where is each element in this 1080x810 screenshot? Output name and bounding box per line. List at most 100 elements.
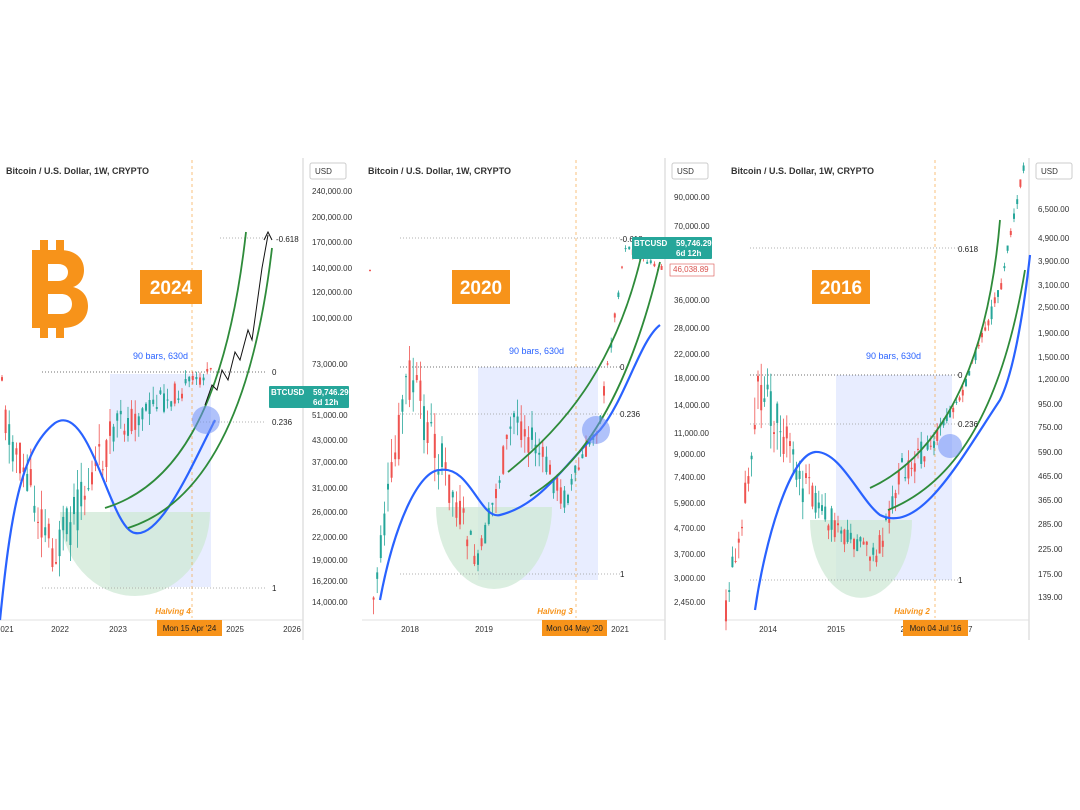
candle-body bbox=[737, 538, 740, 543]
chart-panel-2020: Bitcoin / U.S. Dollar, 1W, CRYPTO USD 90,0… bbox=[362, 158, 715, 640]
candle-body bbox=[1013, 213, 1015, 219]
candle-body bbox=[933, 441, 935, 448]
candles bbox=[1, 362, 212, 577]
candle-body bbox=[538, 452, 541, 455]
candle-body bbox=[199, 377, 201, 385]
candles bbox=[725, 162, 1025, 631]
candle-body bbox=[581, 454, 584, 459]
candle-body bbox=[859, 537, 862, 542]
candle-body bbox=[993, 297, 996, 304]
unit-label: USD bbox=[677, 167, 694, 176]
candle-body bbox=[997, 290, 999, 297]
candle-body bbox=[878, 535, 881, 554]
fib-label: 0.236 bbox=[958, 420, 979, 429]
candle-body bbox=[741, 526, 743, 529]
candle-body bbox=[8, 424, 11, 445]
candle-body bbox=[531, 427, 533, 440]
candle-body bbox=[1009, 230, 1012, 235]
x-tick-label: 2018 bbox=[401, 625, 419, 634]
candle-body bbox=[773, 432, 775, 435]
chart-panel-2024: Bitcoin / U.S. Dollar, 1W, CRYPTO USD 240,… bbox=[0, 158, 353, 640]
candle-body bbox=[87, 488, 90, 490]
y-tick-label: 225.00 bbox=[1038, 545, 1063, 554]
y-tick-label: 43,000.00 bbox=[312, 436, 348, 445]
year-badge bbox=[140, 270, 202, 304]
candle-body bbox=[725, 600, 727, 622]
x-tick-label: 2026 bbox=[283, 625, 301, 634]
candle-body bbox=[907, 460, 910, 479]
price-tag-symbol: BTCUSD bbox=[634, 239, 668, 248]
candle-body bbox=[923, 456, 926, 462]
candle-body bbox=[509, 426, 512, 429]
y-tick-label: 1,200.00 bbox=[1038, 375, 1070, 384]
year-label: 2016 bbox=[820, 278, 862, 299]
candle-body bbox=[840, 530, 843, 534]
candle-body bbox=[62, 516, 65, 531]
candle-body bbox=[26, 473, 29, 491]
channel-curve bbox=[104, 231, 247, 509]
halving-label: Halving 2 bbox=[894, 607, 930, 616]
candle-body bbox=[862, 541, 865, 545]
candle-body bbox=[141, 408, 144, 420]
y-tick-label: 14,000.00 bbox=[674, 401, 710, 410]
date-label: Mon 04 Jul '16 bbox=[910, 624, 962, 633]
candle-body bbox=[917, 448, 919, 450]
unit-label: USD bbox=[1041, 167, 1058, 176]
candle-body bbox=[606, 363, 609, 365]
price-tag-time: 6d 12h bbox=[313, 398, 338, 407]
candle-body bbox=[155, 407, 158, 409]
candle-body bbox=[968, 371, 971, 376]
cup-shape bbox=[60, 512, 210, 596]
candles bbox=[369, 245, 663, 615]
candle-body bbox=[785, 426, 788, 439]
candle-body bbox=[613, 313, 616, 318]
fib-label: 1 bbox=[272, 584, 277, 593]
candle-body bbox=[105, 440, 108, 468]
candle-body bbox=[885, 517, 887, 520]
y-tick-label: 73,000.00 bbox=[312, 360, 348, 369]
price-tag-price: 59,746.29 bbox=[313, 388, 349, 397]
candle-body bbox=[11, 441, 14, 462]
candle-body bbox=[987, 320, 990, 326]
candle-body bbox=[401, 399, 404, 412]
x-tick-label: 2015 bbox=[827, 625, 845, 634]
x-tick-label: 021 bbox=[0, 625, 14, 634]
candle-body bbox=[949, 410, 951, 418]
unit-box bbox=[671, 162, 709, 180]
candle-body bbox=[805, 473, 807, 478]
y-tick-label: 1,500.00 bbox=[1038, 353, 1070, 362]
candle-body bbox=[769, 391, 772, 426]
candle-body bbox=[397, 414, 400, 460]
candle-body bbox=[383, 513, 386, 536]
candle-body bbox=[419, 380, 422, 401]
candle-body bbox=[448, 474, 451, 503]
candle-body bbox=[617, 292, 620, 298]
candle-body bbox=[80, 481, 83, 507]
candle-body bbox=[415, 375, 418, 381]
y-tick-label: 2,500.00 bbox=[1038, 303, 1070, 312]
candle-body bbox=[830, 508, 833, 530]
channel-curve bbox=[869, 219, 1001, 489]
y-tick-label: 3,000.00 bbox=[674, 574, 706, 583]
candle-body bbox=[209, 368, 212, 370]
candle-body bbox=[55, 562, 57, 564]
candle-body bbox=[814, 492, 817, 513]
candle-body bbox=[29, 469, 32, 486]
y-tick-label: 120,000.00 bbox=[312, 288, 353, 297]
year-label: 2024 bbox=[150, 278, 193, 299]
candle-body bbox=[170, 401, 173, 407]
y-tick-label: 3,700.00 bbox=[674, 550, 706, 559]
candle-body bbox=[405, 376, 407, 378]
candle-body bbox=[4, 409, 7, 434]
candle-body bbox=[1006, 245, 1009, 251]
price-tag bbox=[269, 386, 349, 408]
moving-average-line bbox=[753, 254, 1032, 611]
candle-body bbox=[426, 422, 429, 443]
candle-body bbox=[913, 463, 916, 472]
candle-body bbox=[191, 375, 194, 381]
x-tick-label: 2014 bbox=[759, 625, 777, 634]
candle-body bbox=[888, 509, 891, 523]
candle-body bbox=[116, 413, 119, 421]
candle-body bbox=[728, 590, 731, 593]
